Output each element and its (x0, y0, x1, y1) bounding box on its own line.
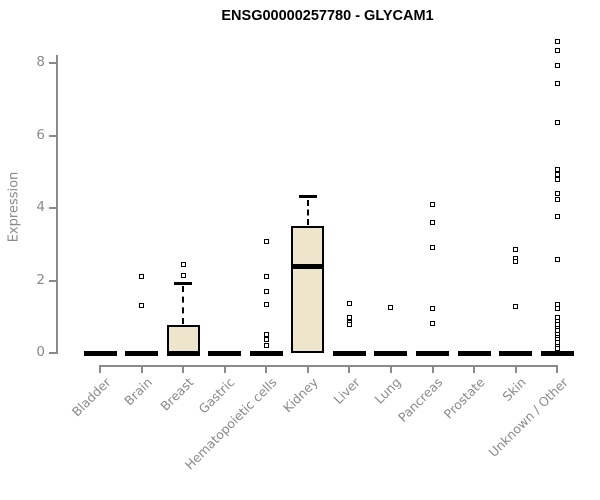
x-axis-tick (348, 367, 351, 373)
whisker-line (182, 286, 185, 324)
outlier-point (139, 303, 145, 309)
outlier-point (554, 176, 560, 182)
outlier-point (513, 304, 519, 310)
chart-title: ENSG00000257780 - GLYCAM1 (221, 8, 434, 24)
outlier-point (554, 214, 560, 220)
median-line (374, 351, 408, 356)
outlier-point (263, 337, 269, 343)
x-axis-label: Unknown / Other (485, 374, 571, 460)
x-axis-line (99, 365, 559, 367)
outlier-point (180, 272, 186, 278)
y-axis-tick-label: 0 (36, 344, 45, 360)
outlier-point (388, 305, 394, 311)
outlier-point (554, 38, 560, 44)
box-iqr (166, 324, 200, 353)
x-axis-tick (140, 367, 143, 373)
box-iqr (291, 226, 325, 353)
y-axis-tick (49, 279, 56, 282)
outlier-point (346, 322, 352, 328)
x-axis-label: Skin (499, 374, 529, 404)
median-line (208, 351, 242, 356)
x-axis-label: Pancreas (395, 374, 446, 425)
outlier-point (263, 342, 269, 348)
y-axis-tick (49, 207, 56, 210)
median-line (125, 351, 159, 356)
x-axis-label: Breast (157, 374, 197, 414)
x-axis-tick (306, 367, 309, 373)
outlier-point (513, 247, 519, 253)
median-line (332, 351, 366, 356)
outlier-point (554, 171, 560, 177)
outlier-point (554, 190, 560, 196)
y-axis-line (56, 55, 58, 354)
median-line (83, 351, 117, 356)
median-line (166, 351, 200, 356)
outlier-point (430, 202, 436, 208)
outlier-point (263, 332, 269, 338)
outlier-point (263, 289, 269, 295)
x-axis-tick (182, 367, 185, 373)
x-axis-label: Lung (371, 374, 405, 407)
y-axis-tick-label: 2 (36, 271, 45, 288)
x-axis-tick (265, 367, 268, 373)
x-axis-tick (223, 367, 226, 373)
outlier-point (554, 197, 560, 203)
outlier-point (430, 320, 436, 326)
whisker-cap (174, 281, 193, 285)
x-axis-tick (556, 367, 559, 373)
x-axis-tick (431, 367, 434, 373)
outlier-point (346, 300, 352, 306)
outlier-point (513, 258, 519, 264)
x-axis-label: Bladder (68, 374, 114, 420)
x-axis-tick (389, 367, 392, 373)
x-axis-label: Liver (330, 374, 363, 407)
x-axis-label: Kidney (280, 374, 322, 416)
outlier-point (263, 239, 269, 245)
outlier-point (430, 244, 436, 250)
x-axis-tick (473, 367, 476, 373)
x-axis-tick (99, 367, 101, 373)
x-axis-label: Brain (120, 374, 155, 409)
outlier-point (554, 166, 560, 172)
x-axis-label: Gastric (196, 374, 238, 417)
median-line (416, 351, 450, 356)
whisker-cap (298, 195, 317, 199)
x-axis-label: Prostate (440, 374, 488, 422)
y-axis-tick-label: 6 (36, 126, 45, 143)
median-line (291, 264, 325, 270)
y-axis-tick (49, 352, 56, 354)
outlier-point (180, 261, 186, 267)
y-axis-tick-label: 4 (36, 199, 45, 216)
outlier-point (263, 302, 269, 308)
outlier-point (554, 120, 560, 126)
median-line (499, 351, 533, 356)
y-axis-tick (49, 62, 56, 65)
outlier-point (554, 80, 560, 86)
whisker-line (306, 199, 309, 226)
y-axis-tick-label: 8 (36, 54, 45, 71)
outlier-point (430, 305, 436, 311)
median-line (540, 351, 574, 356)
outlier-point (139, 274, 145, 280)
y-axis-tick (49, 134, 56, 137)
outlier-point (554, 47, 560, 53)
outlier-point (554, 346, 560, 352)
outlier-point (263, 274, 269, 280)
median-line (249, 351, 283, 356)
median-line (457, 351, 491, 356)
outlier-point (554, 63, 560, 69)
x-axis-tick (514, 367, 517, 373)
outlier-point (554, 257, 560, 263)
outlier-point (554, 305, 560, 311)
outlier-point (430, 219, 436, 225)
